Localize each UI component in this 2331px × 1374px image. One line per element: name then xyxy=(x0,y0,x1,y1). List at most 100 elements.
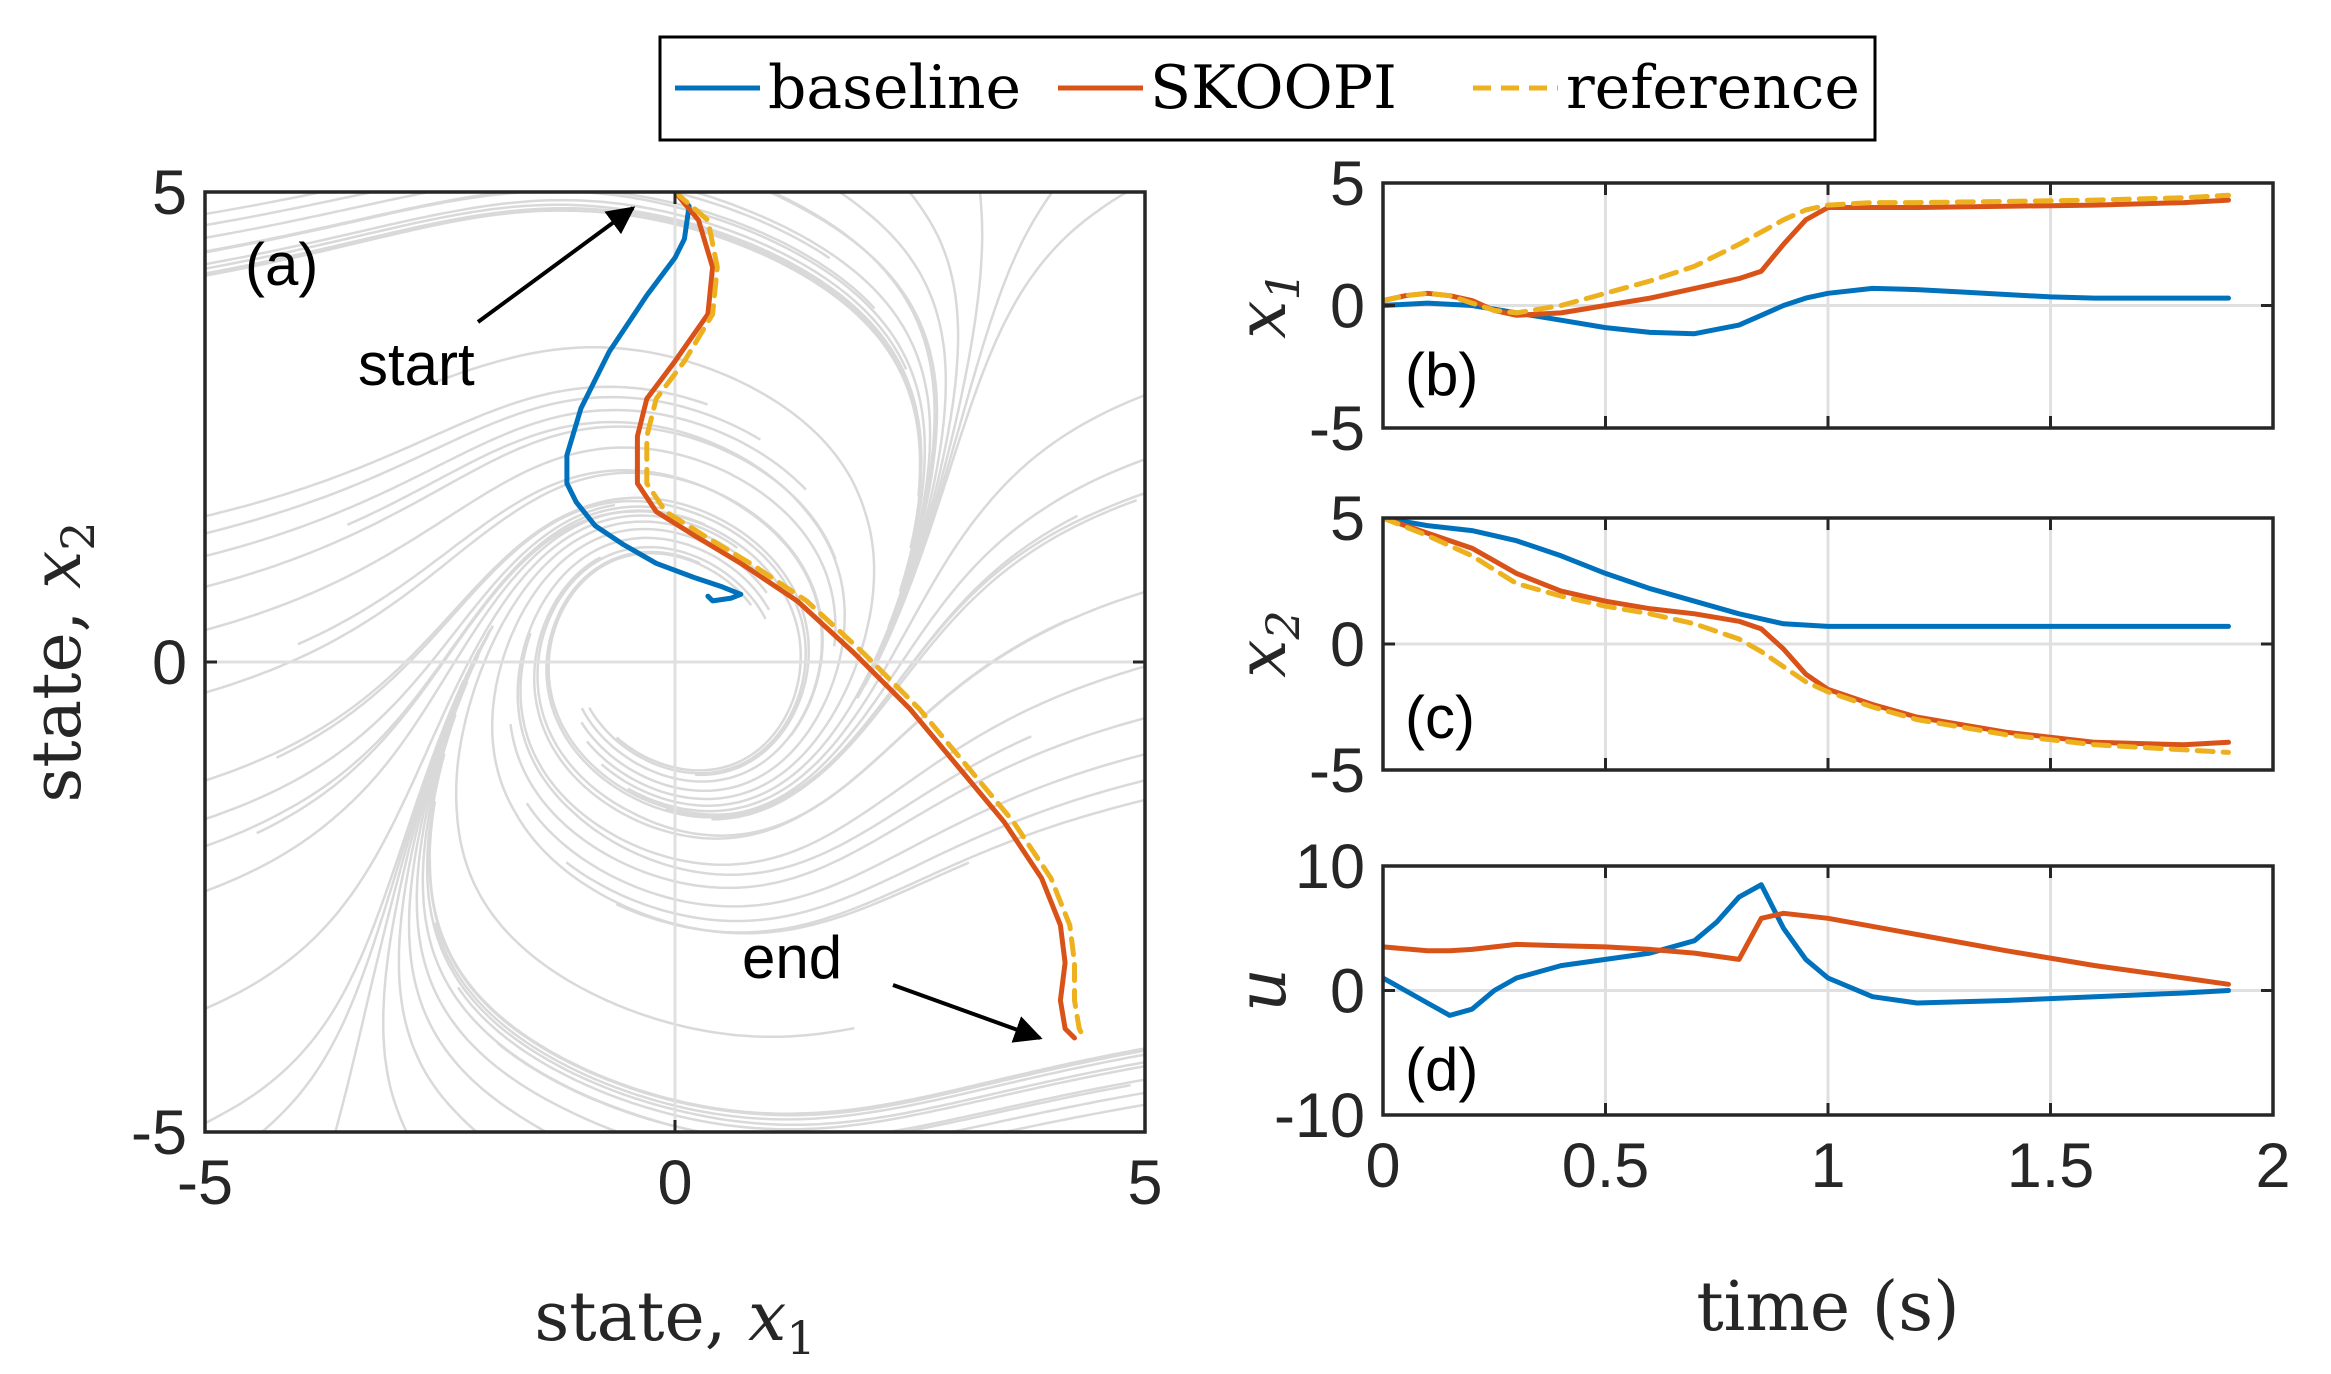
y-tick-label: 10 xyxy=(1295,832,1365,902)
streamline-23 xyxy=(205,510,341,558)
y-tick-label: 0 xyxy=(152,628,187,698)
streamline-94 xyxy=(586,511,876,801)
grid-c xyxy=(1383,518,2273,770)
annotation-end: end xyxy=(742,924,842,991)
streamline-113 xyxy=(1039,1091,1145,1115)
streamline-122 xyxy=(877,209,1099,661)
y-tick-label: 0 xyxy=(1330,272,1365,342)
streamline-67 xyxy=(205,192,691,254)
x-tick-label: 0.5 xyxy=(1562,1131,1650,1201)
series-line-skoopi xyxy=(1383,518,2231,748)
streamline-125 xyxy=(1097,798,1145,814)
streamline-119 xyxy=(1039,458,1145,513)
legend-box xyxy=(658,35,1877,142)
x-tick-label: 5 xyxy=(1127,1148,1162,1218)
streamline-111 xyxy=(980,393,1145,513)
streamline-65 xyxy=(689,1060,1145,1127)
ylabel-b: x1 xyxy=(1223,271,1310,339)
streamline-85 xyxy=(805,590,1145,814)
legend-label-baseline: baseline xyxy=(768,53,1021,123)
streamline-52 xyxy=(516,536,771,814)
xlabel-d: time (s) xyxy=(1696,1268,1959,1347)
streamline-57 xyxy=(631,1083,1131,1132)
streamline-81 xyxy=(806,1047,1145,1115)
streamline-14 xyxy=(281,395,761,513)
arrow-end xyxy=(892,983,1043,1043)
streamline-41 xyxy=(514,1112,550,1132)
streamline-115 xyxy=(1038,192,1054,212)
legend: baseline SKOOPI reference xyxy=(658,35,1877,142)
ylabel-c: x2 xyxy=(1223,610,1310,678)
grid-b xyxy=(1383,183,2273,428)
panel-label-c: (c) xyxy=(1405,684,1475,751)
series-line-baseline xyxy=(1383,882,2231,1018)
streamline-87 xyxy=(346,420,808,526)
ticks-b: -5 0 5 xyxy=(1309,149,2275,464)
streamline-33 xyxy=(455,1112,479,1132)
panel-b: -5 0 5 (b) x1 xyxy=(1223,149,2275,464)
streamline-127 xyxy=(1097,491,1145,513)
x-tick-label: -5 xyxy=(177,1148,233,1218)
y-tick-label: 5 xyxy=(1330,149,1365,219)
streamline-10 xyxy=(281,192,379,213)
streamline-101 xyxy=(922,716,1145,814)
grid-d xyxy=(1383,866,2273,1115)
streamline-84 xyxy=(532,556,808,840)
streamline-4 xyxy=(223,503,616,814)
streamline-108 xyxy=(525,802,982,908)
streamline-55 xyxy=(205,510,574,782)
streamline-22 xyxy=(339,408,807,513)
streamline-118 xyxy=(665,510,1041,817)
ylabel-a: state, x2 xyxy=(18,521,105,802)
streamline-89 xyxy=(864,1053,1145,1115)
streamline-59 xyxy=(205,203,632,270)
arrow-start xyxy=(476,206,636,324)
legend-label-skoopi: SKOOPI xyxy=(1150,53,1397,123)
ylabel-d: u xyxy=(1223,968,1302,1012)
streamline-83 xyxy=(766,192,808,212)
streamline-47 xyxy=(205,510,516,695)
streamline-51 xyxy=(205,209,574,277)
streamline-58 xyxy=(631,209,923,549)
streamline-121 xyxy=(1097,1103,1145,1115)
panel-label-a: (a) xyxy=(245,231,318,298)
streamline-66 xyxy=(689,209,927,592)
streamline-109 xyxy=(980,752,1145,814)
streamline-28 xyxy=(397,514,739,813)
x-tick-label: 0 xyxy=(657,1148,692,1218)
panel-label-b: (b) xyxy=(1405,341,1478,408)
streamline-80 xyxy=(428,858,807,1115)
streamline-63 xyxy=(256,510,632,835)
streamline-126 xyxy=(711,510,1099,821)
streamline-6 xyxy=(223,385,708,513)
streamline-31 xyxy=(205,510,400,589)
streamline-43 xyxy=(205,209,516,275)
panel-a: -5 0 5 -5 0 5 (a) start end state, x1 state, … xyxy=(18,158,1163,1365)
streamline-93 xyxy=(864,665,1145,814)
series-c xyxy=(1383,518,2231,755)
x-tick-label: 1.5 xyxy=(2007,1131,2095,1201)
streamline-39 xyxy=(205,510,458,632)
streamline-116 xyxy=(565,811,1041,923)
streamline-70 xyxy=(588,510,807,775)
streamline-13 xyxy=(205,811,283,848)
streamline-117 xyxy=(1039,779,1145,814)
series-line-reference xyxy=(1383,518,2231,755)
streamline-123 xyxy=(1097,192,1130,212)
legend-label-reference: reference xyxy=(1566,53,1860,123)
ticks-a: -5 0 5 -5 0 5 xyxy=(131,158,1163,1218)
ticks-c: -5 0 5 xyxy=(1309,484,2275,806)
streamline-48 xyxy=(415,681,575,1115)
series-line-reference xyxy=(644,192,1087,1041)
streamline-103 xyxy=(769,192,936,512)
streamline-17 xyxy=(334,1112,342,1132)
streamline-73 xyxy=(748,1049,1145,1117)
streamline-53 xyxy=(572,735,1032,876)
streamline-35 xyxy=(205,209,458,266)
streamline-78 xyxy=(580,510,824,783)
y-tick-label: 5 xyxy=(152,158,187,228)
xlabel-a: state, x1 xyxy=(534,1278,815,1365)
streamline-29 xyxy=(205,811,400,1011)
